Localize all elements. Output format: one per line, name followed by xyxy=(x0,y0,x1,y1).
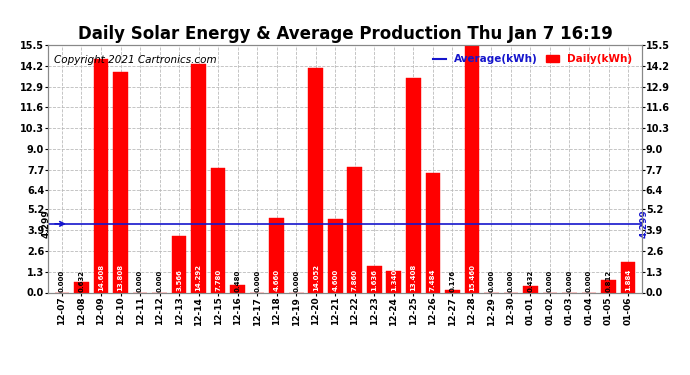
Text: 13.808: 13.808 xyxy=(117,264,124,291)
Text: 4.600: 4.600 xyxy=(333,269,338,291)
Bar xyxy=(348,167,362,292)
Text: 0.480: 0.480 xyxy=(235,269,241,292)
Bar xyxy=(308,68,323,292)
Bar xyxy=(464,46,479,292)
Text: 0.000: 0.000 xyxy=(586,270,592,292)
Bar xyxy=(230,285,245,292)
Text: 0.812: 0.812 xyxy=(606,270,611,292)
Text: 0.000: 0.000 xyxy=(59,270,65,292)
Bar xyxy=(191,64,206,292)
Bar xyxy=(621,262,635,292)
Text: 4.299: 4.299 xyxy=(41,210,50,238)
Text: 0.176: 0.176 xyxy=(449,270,455,292)
Bar xyxy=(367,266,382,292)
Text: 7.780: 7.780 xyxy=(215,269,221,291)
Bar xyxy=(211,168,226,292)
Text: 0.000: 0.000 xyxy=(489,270,495,292)
Text: 0.632: 0.632 xyxy=(79,270,84,292)
Text: 1.884: 1.884 xyxy=(625,269,631,291)
Bar xyxy=(601,279,616,292)
Text: 14.052: 14.052 xyxy=(313,264,319,291)
Text: 14.608: 14.608 xyxy=(98,264,104,291)
Bar xyxy=(445,290,460,292)
Text: 1.636: 1.636 xyxy=(371,269,377,291)
Text: 15.460: 15.460 xyxy=(469,264,475,291)
Bar xyxy=(172,236,186,292)
Text: 4.299: 4.299 xyxy=(640,210,649,238)
Bar xyxy=(523,286,538,292)
Text: 0.000: 0.000 xyxy=(566,270,573,292)
Bar xyxy=(426,173,440,292)
Title: Daily Solar Energy & Average Production Thu Jan 7 16:19: Daily Solar Energy & Average Production … xyxy=(77,26,613,44)
Bar xyxy=(113,72,128,292)
Text: 4.660: 4.660 xyxy=(274,269,279,291)
Text: 0.000: 0.000 xyxy=(293,270,299,292)
Text: 0.000: 0.000 xyxy=(137,270,143,292)
Text: 0.000: 0.000 xyxy=(508,270,514,292)
Text: 13.408: 13.408 xyxy=(411,264,416,291)
Text: 1.340: 1.340 xyxy=(391,269,397,291)
Text: 14.292: 14.292 xyxy=(195,264,201,291)
Text: 7.484: 7.484 xyxy=(430,269,436,291)
Text: 0.432: 0.432 xyxy=(527,270,533,292)
Bar xyxy=(269,218,284,292)
Bar xyxy=(94,59,108,292)
Text: 7.860: 7.860 xyxy=(352,269,357,291)
Bar xyxy=(386,271,401,292)
Text: Copyright 2021 Cartronics.com: Copyright 2021 Cartronics.com xyxy=(55,55,217,65)
Text: 0.000: 0.000 xyxy=(254,270,260,292)
Bar xyxy=(406,78,421,292)
Text: 0.000: 0.000 xyxy=(547,270,553,292)
Bar xyxy=(74,282,89,292)
Bar xyxy=(328,219,342,292)
Text: 0.000: 0.000 xyxy=(157,270,163,292)
Legend: Average(kWh), Daily(kWh): Average(kWh), Daily(kWh) xyxy=(429,50,636,69)
Text: 3.566: 3.566 xyxy=(176,269,182,291)
